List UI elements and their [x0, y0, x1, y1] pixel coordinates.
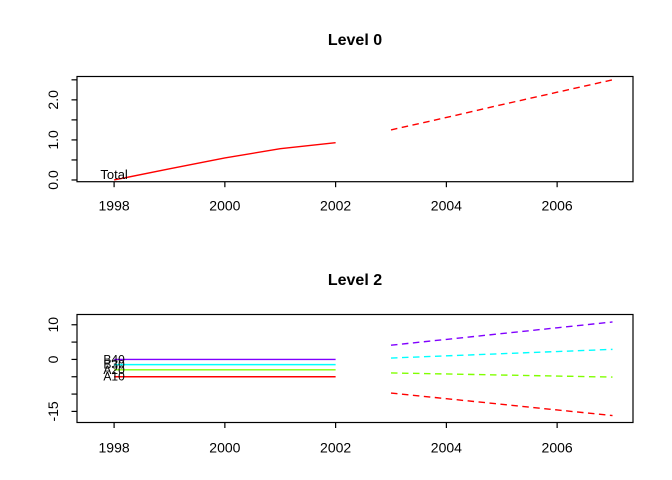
series-label-B30: B30	[103, 358, 125, 372]
x-tick-label: 2002	[320, 440, 351, 456]
x-tick-label: 2006	[542, 440, 573, 456]
series-label-A10: A10	[103, 370, 125, 384]
series-observed-line-Total	[113, 142, 336, 181]
series-label-Total: Total	[100, 167, 128, 182]
series-label-A20: A20	[103, 363, 125, 377]
plot-box	[76, 313, 634, 424]
x-tick-label: 2006	[542, 198, 573, 214]
chart-title-level2: Level 2	[327, 272, 383, 289]
x-tick-label: 2004	[431, 440, 462, 456]
x-tick-label: 2002	[320, 198, 351, 214]
y-tick-label: 10	[45, 317, 61, 333]
x-tick-label: 2004	[431, 198, 462, 214]
x-tick-label: 1998	[99, 198, 130, 214]
series-label-B40: B40	[103, 352, 125, 366]
y-tick-label: 0	[45, 355, 61, 363]
chart-title-level0: Level 0	[327, 32, 383, 49]
series-forecast-line-B30	[390, 348, 613, 359]
series-forecast-line-A10	[390, 392, 613, 417]
y-tick-label: -15	[45, 401, 61, 421]
x-tick-label: 2000	[209, 198, 240, 214]
x-tick-label: 2000	[209, 440, 240, 456]
series-forecast-line-Total	[390, 79, 613, 131]
series-forecast-line-B40	[390, 321, 613, 346]
y-tick-label: 1.0	[45, 130, 61, 150]
y-tick-label: 0.0	[45, 170, 61, 190]
y-tick-label: 2.0	[45, 90, 61, 110]
x-tick-label: 1998	[99, 440, 130, 456]
series-forecast-line-A20	[390, 372, 613, 378]
plot-box	[76, 75, 634, 183]
